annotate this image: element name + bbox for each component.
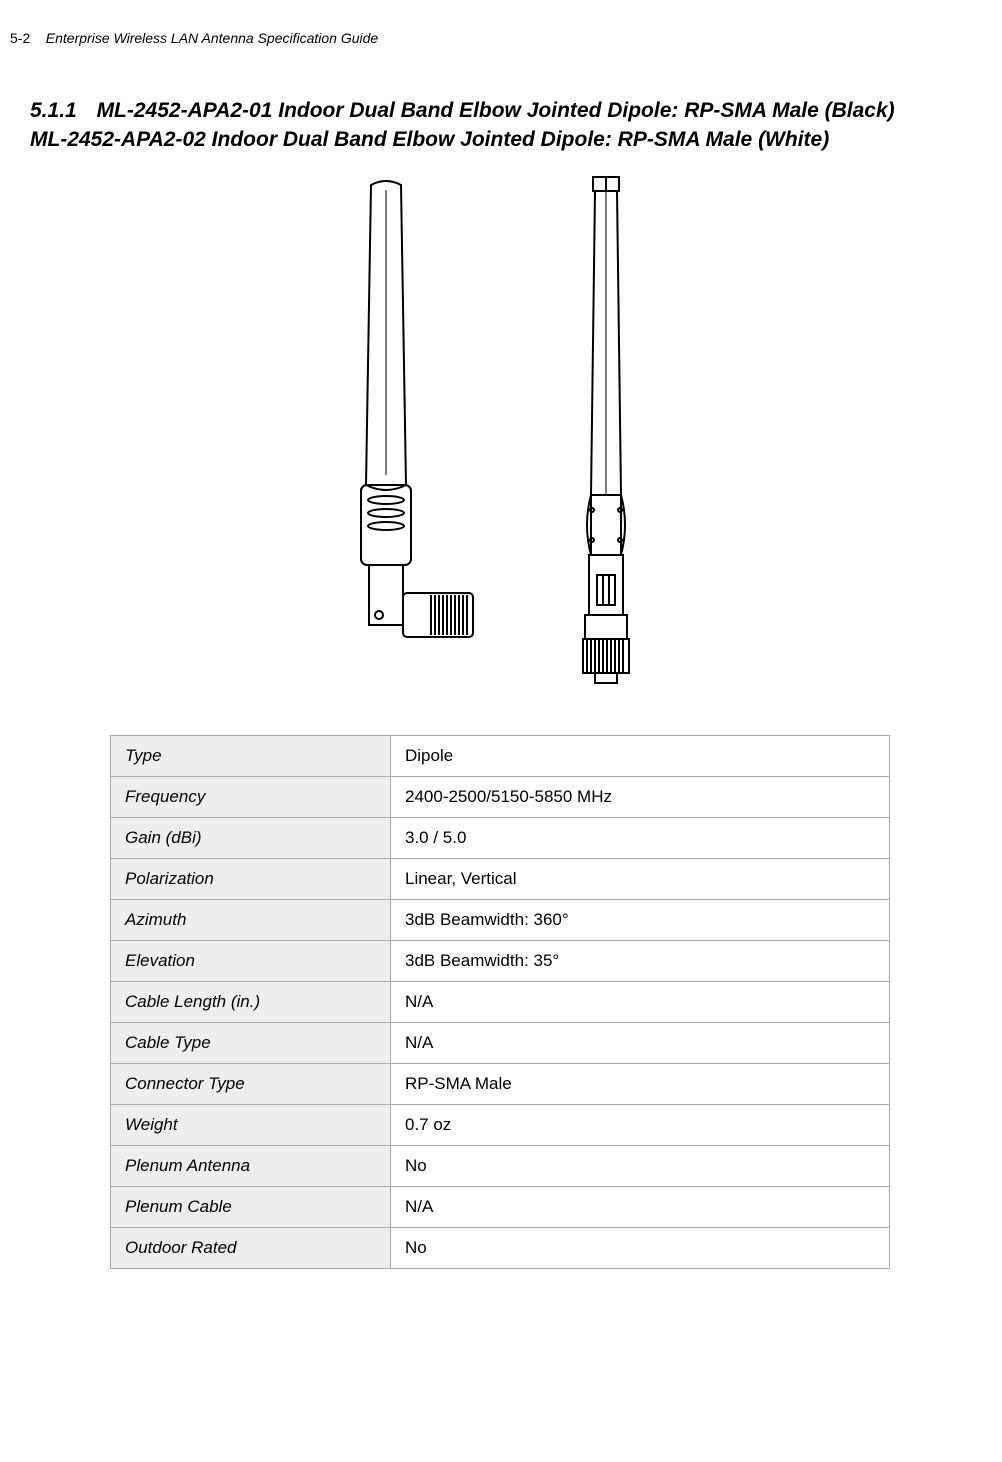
spec-key: Plenum Cable <box>111 1186 391 1227</box>
spec-value: N/A <box>391 981 890 1022</box>
spec-key: Gain (dBi) <box>111 817 391 858</box>
spec-key: Weight <box>111 1104 391 1145</box>
spec-value: N/A <box>391 1022 890 1063</box>
spec-key: Frequency <box>111 776 391 817</box>
spec-key: Plenum Antenna <box>111 1145 391 1186</box>
table-row: Cable TypeN/A <box>111 1022 890 1063</box>
section-title: 5.1.1 ML-2452-APA2-01 Indoor Dual Band E… <box>30 96 952 155</box>
table-row: TypeDipole <box>111 735 890 776</box>
section-title-line2: ML-2452-APA2-02 Indoor Dual Band Elbow J… <box>30 128 829 151</box>
table-row: Weight0.7 oz <box>111 1104 890 1145</box>
spec-key: Azimuth <box>111 899 391 940</box>
antenna-bent-icon <box>331 175 501 675</box>
spec-table: TypeDipoleFrequency2400-2500/5150-5850 M… <box>110 735 890 1269</box>
spec-key: Connector Type <box>111 1063 391 1104</box>
page-number: 5-2 <box>10 30 30 46</box>
spec-key: Outdoor Rated <box>111 1227 391 1268</box>
spec-value: Linear, Vertical <box>391 858 890 899</box>
table-row: PolarizationLinear, Vertical <box>111 858 890 899</box>
figure-area <box>20 175 952 695</box>
spec-value: 3dB Beamwidth: 35° <box>391 940 890 981</box>
table-row: Frequency2400-2500/5150-5850 MHz <box>111 776 890 817</box>
spec-value: 3dB Beamwidth: 360° <box>391 899 890 940</box>
doc-title: Enterprise Wireless LAN Antenna Specific… <box>46 30 378 46</box>
spec-value: 0.7 oz <box>391 1104 890 1145</box>
section-title-line1: ML-2452-APA2-01 Indoor Dual Band Elbow J… <box>97 99 895 122</box>
spec-value: RP-SMA Male <box>391 1063 890 1104</box>
spec-value: Dipole <box>391 735 890 776</box>
spec-key: Type <box>111 735 391 776</box>
page-header: 5-2 Enterprise Wireless LAN Antenna Spec… <box>10 30 952 46</box>
spec-value: 3.0 / 5.0 <box>391 817 890 858</box>
spec-key: Elevation <box>111 940 391 981</box>
table-row: Azimuth3dB Beamwidth: 360° <box>111 899 890 940</box>
section-number: 5.1.1 <box>30 99 77 122</box>
antenna-straight-icon <box>571 175 641 695</box>
spec-value: No <box>391 1145 890 1186</box>
spec-key: Cable Type <box>111 1022 391 1063</box>
spec-value: 2400-2500/5150-5850 MHz <box>391 776 890 817</box>
spec-value: No <box>391 1227 890 1268</box>
table-row: Plenum AntennaNo <box>111 1145 890 1186</box>
spec-key: Cable Length (in.) <box>111 981 391 1022</box>
table-row: Cable Length (in.)N/A <box>111 981 890 1022</box>
table-row: Gain (dBi)3.0 / 5.0 <box>111 817 890 858</box>
spec-value: N/A <box>391 1186 890 1227</box>
table-row: Connector TypeRP-SMA Male <box>111 1063 890 1104</box>
spec-key: Polarization <box>111 858 391 899</box>
table-row: Outdoor RatedNo <box>111 1227 890 1268</box>
table-row: Plenum CableN/A <box>111 1186 890 1227</box>
table-row: Elevation3dB Beamwidth: 35° <box>111 940 890 981</box>
